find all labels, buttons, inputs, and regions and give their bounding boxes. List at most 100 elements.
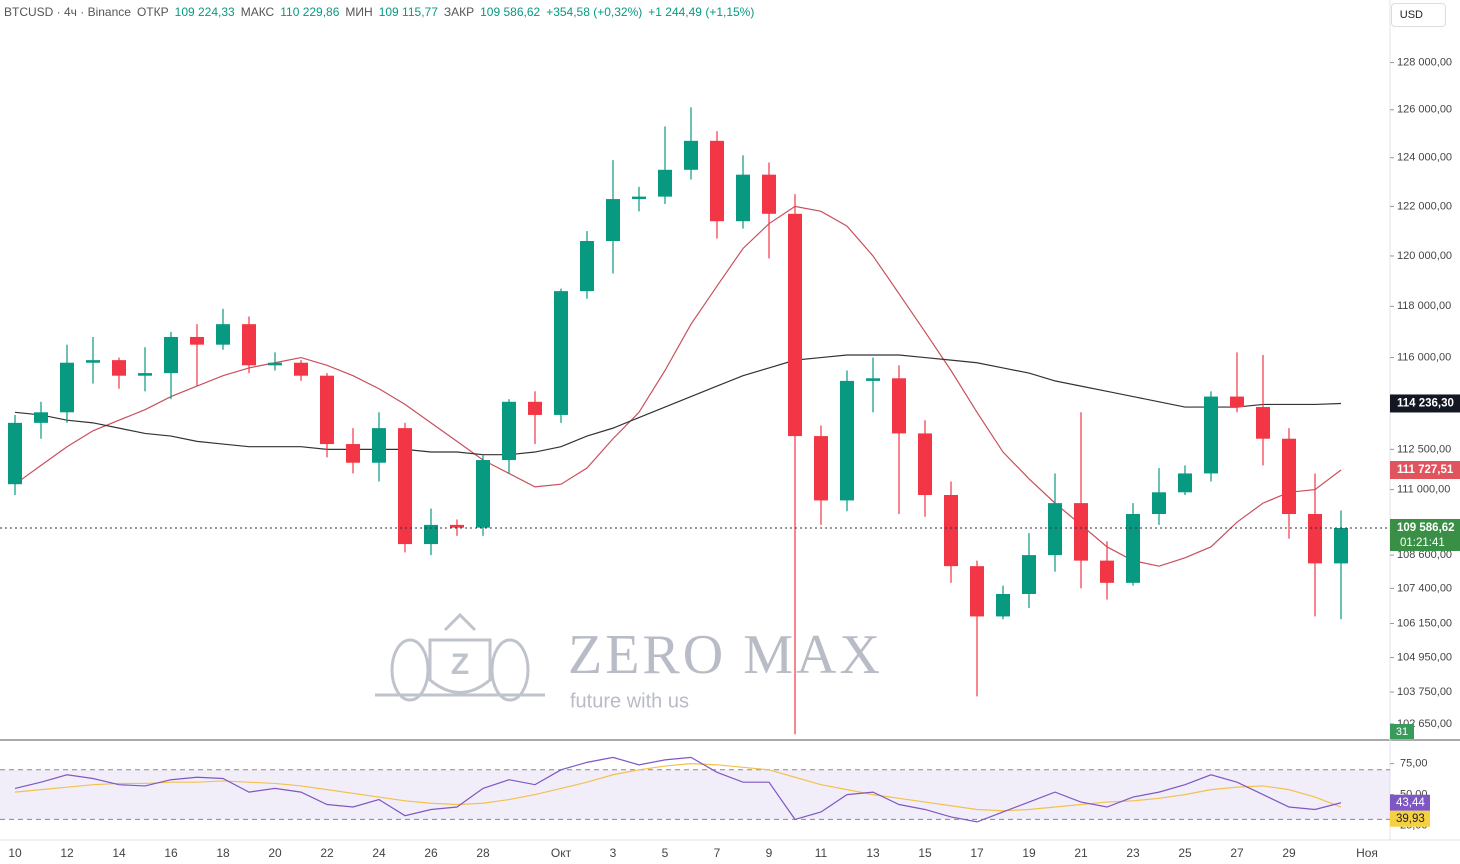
y-tick-label: 103 750,00 (1397, 686, 1452, 698)
y-tick-label: 124 000,00 (1397, 152, 1452, 164)
x-tick-label: Окт (551, 846, 572, 860)
watermark-subtitle: future with us (570, 690, 689, 712)
x-tick-label: 18 (216, 846, 230, 860)
watermark-title: ZERO MAX (568, 624, 883, 686)
moving-average (14, 205, 1342, 567)
candle-body (476, 460, 490, 528)
candle-body (1100, 560, 1114, 583)
y-tick-label: 116 000,00 (1397, 351, 1451, 363)
header-text: МИН (345, 5, 373, 19)
volume-label: 31 (1396, 726, 1408, 738)
x-tick-label: 15 (918, 846, 932, 860)
y-tick-label: 107 400,00 (1397, 582, 1452, 594)
candle-body (996, 593, 1010, 617)
candle-body (1204, 396, 1218, 474)
candle-body (320, 375, 334, 445)
x-tick-label: 23 (1126, 846, 1140, 860)
y-tick-label: 128 000,00 (1397, 56, 1452, 68)
candle-body (892, 378, 906, 434)
candle-body (502, 401, 516, 461)
candle-body (1256, 407, 1270, 439)
y-tick-label: 104 950,00 (1397, 651, 1452, 663)
price-label-box (1390, 518, 1460, 551)
candle-body (424, 524, 438, 545)
candle-body (684, 140, 698, 170)
watermark-emblem (375, 612, 545, 702)
candle-body (840, 380, 854, 501)
candle-body (658, 169, 672, 197)
x-tick-label: 24 (372, 846, 386, 860)
y-tick-label: 111 000,00 (1397, 483, 1450, 495)
header-text: 110 229,86 (280, 5, 340, 19)
x-tick-label: 20 (268, 846, 282, 860)
candle-body (216, 324, 230, 345)
x-tick-label: 29 (1282, 846, 1296, 860)
candle-body (710, 140, 724, 222)
price-label-box (1390, 394, 1460, 413)
candle-body (606, 199, 620, 242)
header-text: ОТКР (136, 5, 169, 19)
candle-body (580, 241, 594, 292)
candle-body (1308, 513, 1322, 564)
candle-body (788, 213, 802, 437)
header-text: +354,58 (+0,32%) (546, 5, 643, 19)
x-tick-label: 25 (1178, 846, 1192, 860)
x-tick-label: 12 (60, 846, 74, 860)
header-text: 109 224,33 (174, 5, 235, 19)
x-tick-label: 11 (815, 846, 828, 860)
candle-body (762, 174, 776, 214)
candle-body (34, 412, 48, 423)
candle-body (1230, 396, 1244, 408)
candle-body (242, 324, 256, 366)
header-text: МАКС (240, 5, 275, 19)
candle-body (1152, 492, 1166, 514)
currency-button[interactable]: USD (1390, 3, 1446, 27)
x-tick-label: 17 (970, 846, 984, 860)
candle-body (1126, 513, 1140, 583)
candle-body (1178, 473, 1192, 493)
candle-body (164, 336, 178, 374)
x-tick-label: 26 (424, 846, 438, 860)
candle-body (346, 444, 360, 463)
candle-body (112, 360, 126, 376)
rsi-label-box (1390, 794, 1430, 811)
x-tick-label: Ноя (1356, 846, 1378, 860)
price-label-box (1390, 461, 1460, 480)
candle-body (1074, 503, 1088, 561)
candle-body (1022, 555, 1036, 594)
candle-body (372, 428, 386, 463)
candle-body (1282, 438, 1296, 514)
candle-body (814, 436, 828, 501)
y-tick-label: 122 000,00 (1397, 200, 1452, 212)
candle-body (294, 362, 308, 376)
header-text: BTCUSD · 4ч · Binance (4, 5, 131, 19)
candle-body (736, 174, 750, 222)
candle-body (554, 291, 568, 415)
x-tick-label: 7 (714, 846, 721, 860)
rsi-tick-label: 75,00 (1400, 758, 1428, 770)
candle-body (944, 494, 958, 567)
moving-average (14, 354, 1342, 456)
candle-body (970, 566, 984, 617)
candle-body (268, 362, 282, 366)
x-tick-label: 21 (1074, 846, 1088, 860)
y-tick-label: 118 000,00 (1397, 300, 1451, 312)
x-tick-label: 14 (112, 846, 126, 860)
header-text: +1 244,49 (+1,15%) (648, 5, 755, 19)
candle-body (138, 373, 152, 376)
header: BTCUSD · 4ч · Binance ОТКР 109 224,33 МАКС 1… (4, 5, 754, 19)
y-tick-label: 120 000,00 (1397, 250, 1452, 262)
x-tick-label: 22 (320, 846, 334, 860)
rsi-label: 43,44 (1396, 797, 1425, 809)
candle-body (450, 524, 464, 528)
candle-body (1048, 503, 1062, 556)
y-tick-label: 106 150,00 (1397, 617, 1452, 629)
candle-body (8, 422, 22, 485)
header-text: ЗАКР (443, 5, 475, 19)
header-text: 109 115,77 (378, 5, 438, 19)
price-timer: 01:21:41 (1400, 537, 1445, 549)
candle-body (190, 336, 204, 345)
candle-body (398, 428, 412, 545)
x-tick-label: 16 (164, 846, 178, 860)
